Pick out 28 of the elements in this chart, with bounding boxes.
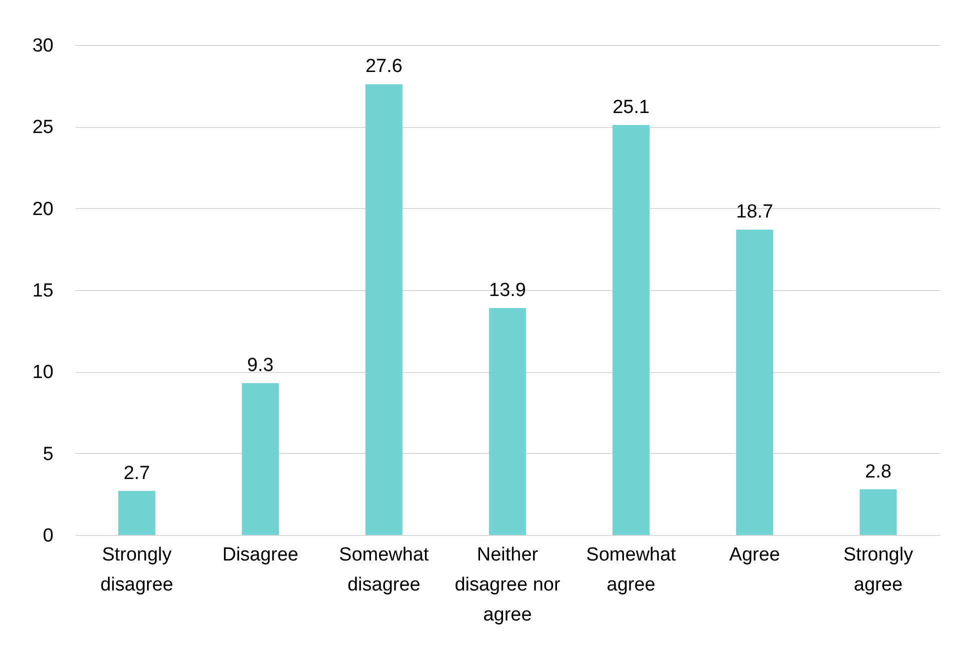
- y-tick-label: 20: [32, 198, 54, 220]
- x-tick-label: Somewhat disagree: [339, 544, 430, 596]
- y-tick-label: 10: [32, 362, 54, 384]
- x-tick-label: Somewhat agree: [586, 544, 677, 596]
- y-tick-label: 5: [42, 444, 54, 465]
- y-tick-label: 0: [42, 526, 54, 546]
- x-tick-label: Strongly agree: [843, 544, 914, 596]
- bar: [242, 383, 279, 535]
- data-label: 9.3: [247, 355, 274, 376]
- bar: [488, 308, 526, 535]
- data-label: 25.1: [612, 97, 650, 118]
- x-tick-label: Strongly disagree: [100, 544, 174, 596]
- data-label: 18.7: [736, 202, 774, 223]
- y-tick-label: 15: [32, 280, 54, 302]
- bar: [118, 490, 156, 535]
- bar: [860, 489, 897, 535]
- bar: [736, 230, 774, 535]
- data-label: 13.9: [489, 280, 526, 301]
- data-label: 2.8: [865, 461, 892, 482]
- y-tick-label: 25: [32, 117, 54, 138]
- bar: [365, 84, 402, 535]
- data-label: 2.7: [124, 462, 150, 484]
- x-tick-label: Neither disagree nor agree: [454, 544, 561, 626]
- bar: [612, 125, 650, 535]
- x-tick-label: Disagree: [222, 544, 298, 566]
- y-tick-label: 30: [32, 36, 54, 56]
- x-tick-label: Agree: [729, 544, 780, 566]
- data-label: 27.6: [365, 56, 402, 78]
